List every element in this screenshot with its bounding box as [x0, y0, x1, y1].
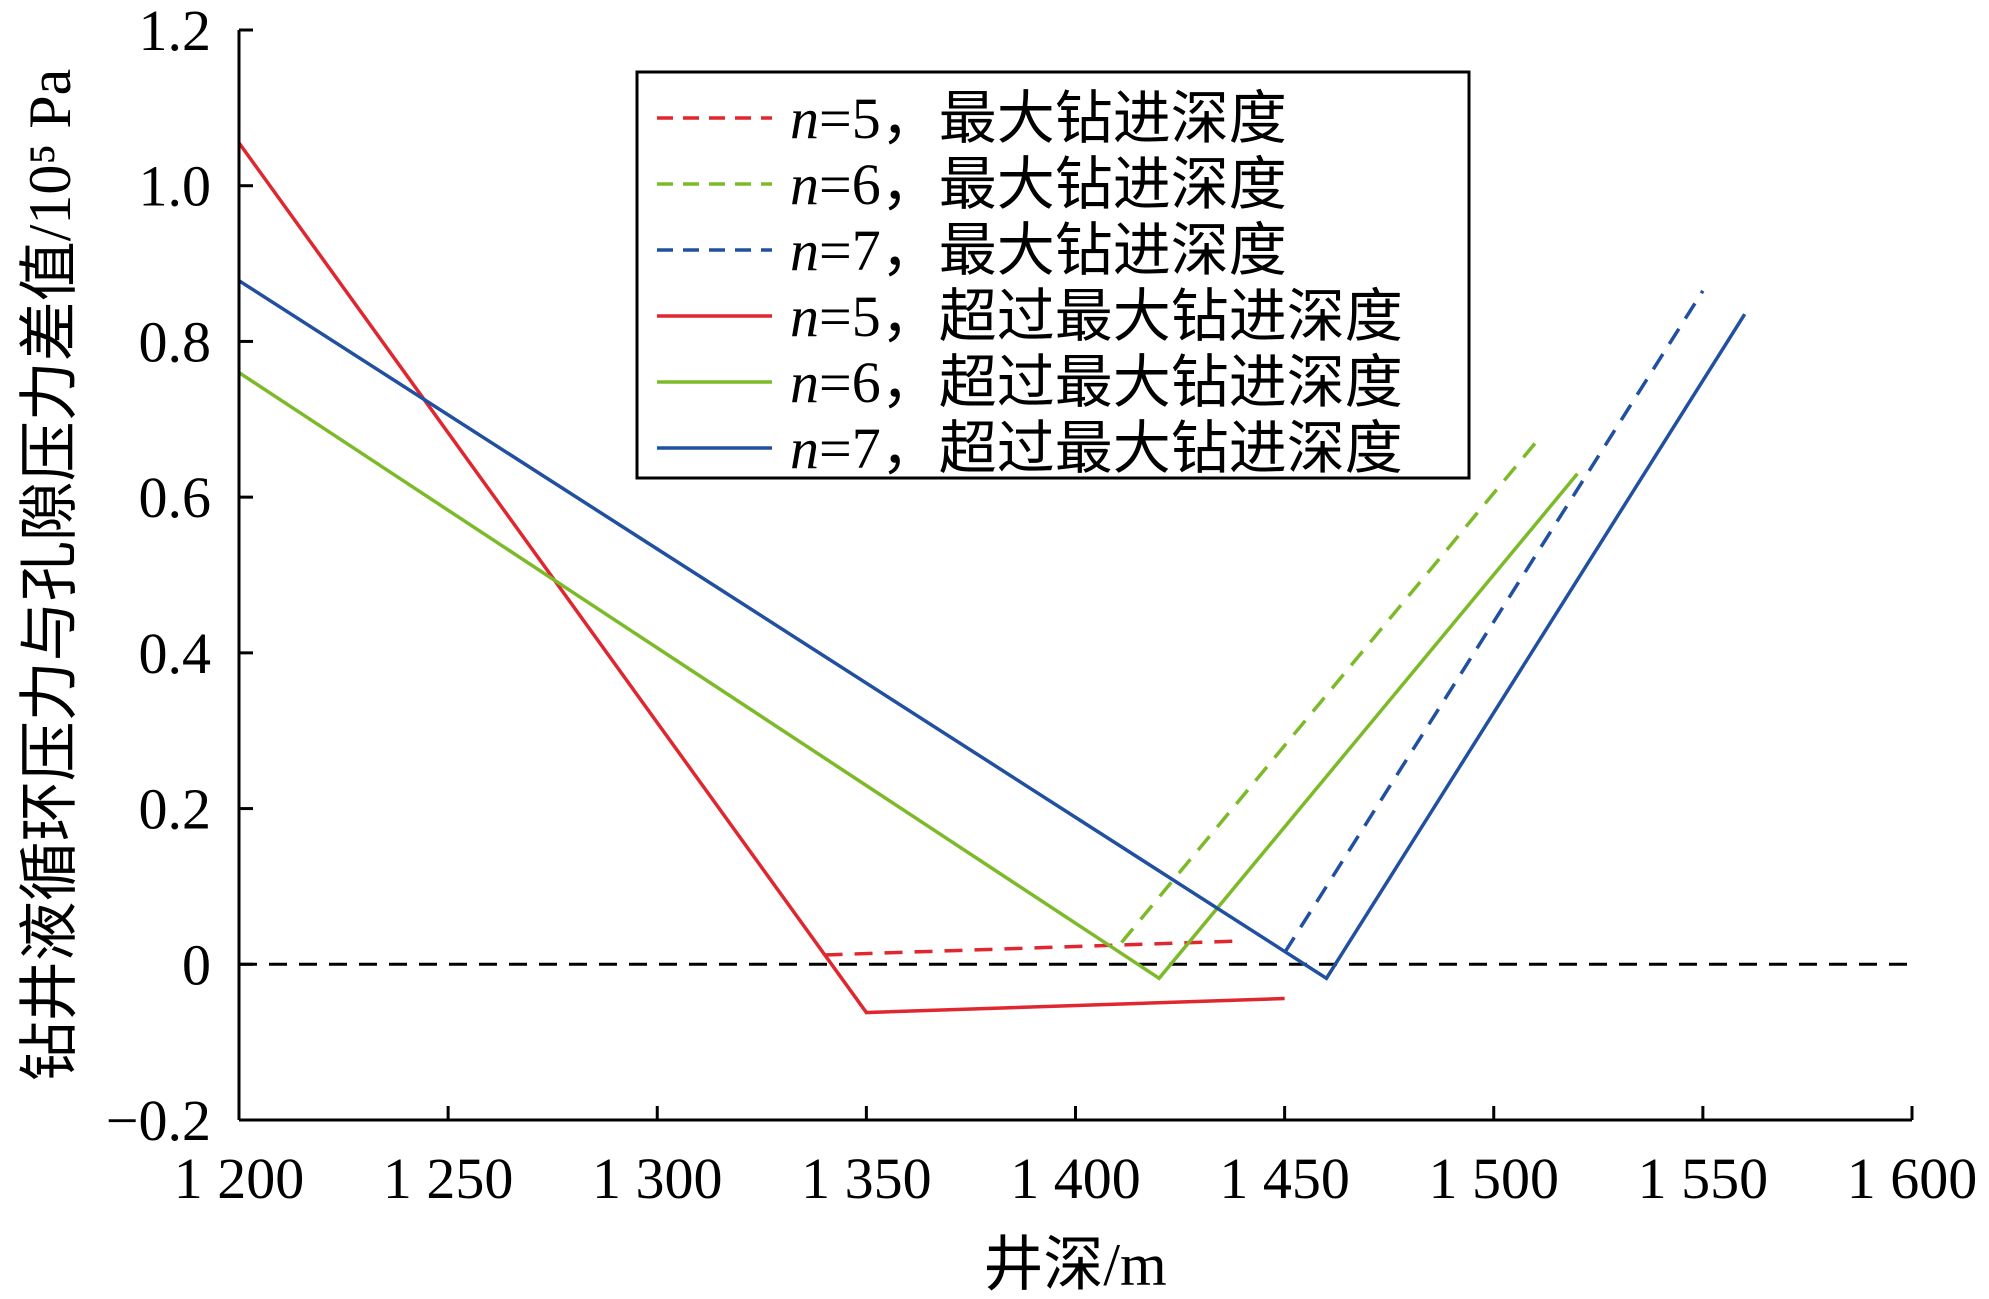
legend-description: =6，最大钻进深度 — [819, 152, 1287, 217]
legend-description: =6，超过最大钻进深度 — [819, 350, 1403, 415]
legend-label-3: n=7，最大钻进深度 — [790, 218, 1287, 283]
legend-variable: n — [790, 350, 819, 415]
legend-box — [635, 70, 1471, 480]
legend-label-4: n=5，超过最大钻进深度 — [790, 284, 1403, 349]
y-tick-label: −0.2 — [106, 1088, 211, 1153]
x-tick-label: 1 600 — [1847, 1146, 1978, 1211]
x-tick-label: 1 400 — [1010, 1146, 1141, 1211]
legend-description: =7，最大钻进深度 — [819, 218, 1287, 283]
y-tick-label: 0.8 — [139, 309, 212, 374]
y-tick-label: 0 — [182, 932, 211, 997]
series-line-4 — [237, 141, 1285, 1015]
y-tick-label: 0.6 — [139, 465, 212, 530]
x-axis-title: 井深/m — [983, 1232, 1166, 1298]
legend-variable: n — [790, 416, 819, 481]
y-ticks: −0.2 0 0.2 0.4 0.6 0.8 1.0 1.2 — [106, 0, 253, 1153]
legend-description: =5，最大钻进深度 — [819, 86, 1287, 151]
x-tick-label: 1 300 — [592, 1146, 723, 1211]
x-tick-label: 1 350 — [801, 1146, 932, 1211]
legend-label-5: n=6，超过最大钻进深度 — [790, 350, 1403, 415]
x-tick-label: 1 200 — [174, 1146, 305, 1211]
y-tick-label: 1.0 — [139, 154, 212, 219]
series-line-1 — [824, 939, 1243, 957]
series-line-5 — [238, 371, 1579, 981]
legend-label-2: n=6，最大钻进深度 — [790, 152, 1287, 217]
legend-variable: n — [790, 284, 819, 349]
y-axis-title: 钻井液循环压力与孔隙压力差值/10⁵ Pa — [17, 69, 83, 1082]
y-tick-label: 0.4 — [139, 621, 212, 686]
series-line-3 — [1283, 289, 1705, 954]
legend-variable: n — [790, 218, 819, 283]
x-tick-label: 1 450 — [1219, 1146, 1350, 1211]
y-tick-label: 0.2 — [139, 777, 212, 842]
x-tick-label: 1 500 — [1429, 1146, 1560, 1211]
x-tick-label: 1 250 — [383, 1146, 514, 1211]
y-tick-label: 1.2 — [139, 0, 212, 63]
legend-label-1: n=5，最大钻进深度 — [790, 86, 1287, 151]
series-line-2 — [1120, 441, 1537, 944]
axes: 1 200 1 250 1 300 1 350 1 400 1 450 1 500 1 550… — [106, 0, 1977, 1211]
series-line-6 — [238, 279, 1747, 981]
legend-variable: n — [790, 86, 819, 151]
legend: n=5，最大钻进深度n=6，最大钻进深度n=7，最大钻进深度n=5，超过最大钻进… — [635, 70, 1471, 481]
x-tick-label: 1 550 — [1638, 1146, 1769, 1211]
x-ticks: 1 200 1 250 1 300 1 350 1 400 1 450 1 500 1 550… — [174, 1106, 1978, 1211]
plot-lines — [237, 141, 1912, 1015]
legend-description: =7，超过最大钻进深度 — [819, 416, 1403, 481]
legend-description: =5，超过最大钻进深度 — [819, 284, 1403, 349]
legend-variable: n — [790, 152, 819, 217]
legend-label-6: n=7，超过最大钻进深度 — [790, 416, 1403, 481]
